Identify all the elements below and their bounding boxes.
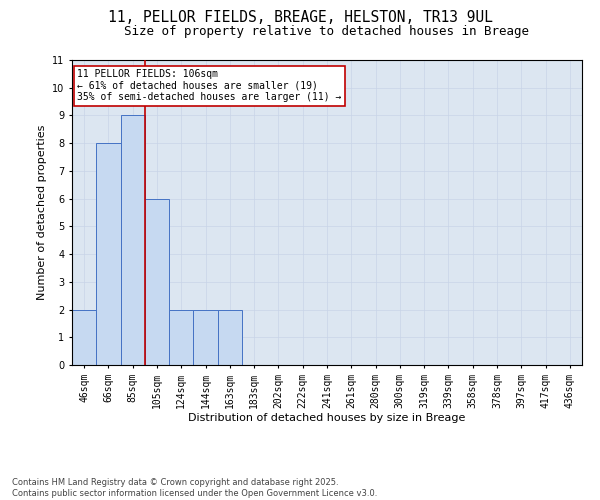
Y-axis label: Number of detached properties: Number of detached properties <box>37 125 47 300</box>
Bar <box>96 143 121 365</box>
Text: 11, PELLOR FIELDS, BREAGE, HELSTON, TR13 9UL: 11, PELLOR FIELDS, BREAGE, HELSTON, TR13… <box>107 10 493 25</box>
Bar <box>193 310 218 365</box>
Text: Contains HM Land Registry data © Crown copyright and database right 2025.
Contai: Contains HM Land Registry data © Crown c… <box>12 478 377 498</box>
Text: 11 PELLOR FIELDS: 106sqm
← 61% of detached houses are smaller (19)
35% of semi-d: 11 PELLOR FIELDS: 106sqm ← 61% of detach… <box>77 69 341 102</box>
Bar <box>121 116 145 365</box>
X-axis label: Distribution of detached houses by size in Breage: Distribution of detached houses by size … <box>188 414 466 424</box>
Title: Size of property relative to detached houses in Breage: Size of property relative to detached ho… <box>125 25 530 38</box>
Bar <box>72 310 96 365</box>
Bar <box>145 198 169 365</box>
Bar <box>169 310 193 365</box>
Bar <box>218 310 242 365</box>
